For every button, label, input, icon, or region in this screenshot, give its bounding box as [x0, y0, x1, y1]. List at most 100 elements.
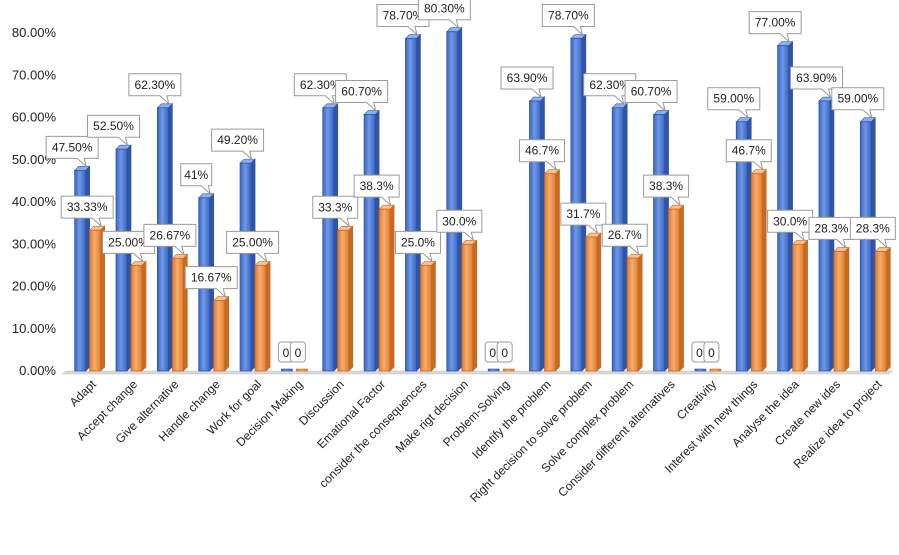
data-label-series2: 28.3%: [849, 216, 896, 249]
bar-series2: [461, 239, 478, 372]
data-label-series2: 33.33%: [60, 195, 114, 228]
bar-series2: [419, 260, 437, 372]
data-label-text: 16.67%: [191, 271, 232, 285]
bar-series2: [626, 253, 643, 372]
data-label-text: 25.00%: [232, 235, 273, 249]
data-label-text: 49.20%: [217, 133, 258, 147]
data-label-series1: 77.00%: [748, 11, 802, 44]
data-label-series1: 49.20%: [211, 128, 265, 161]
bar-series1: [776, 40, 794, 372]
data-label-text: 60.70%: [631, 85, 672, 99]
data-label-text: 0: [501, 346, 508, 360]
x-category-label: Make rigt decision: [393, 377, 471, 455]
bar-series1: [322, 103, 339, 372]
y-tick-label: 10.00%: [12, 321, 57, 336]
data-label-series2: 46.7%: [519, 139, 566, 172]
data-label-text: 26.67%: [150, 228, 191, 242]
bar-series2: [709, 368, 722, 372]
data-label-text: 78.70%: [383, 8, 424, 22]
data-label-series2: 38.3%: [353, 174, 400, 207]
data-label-series2: 25.0%: [394, 230, 441, 263]
bar-series2: [667, 204, 685, 372]
data-label-text: 63.90%: [796, 71, 837, 85]
data-label-series1: 62.30%: [293, 73, 347, 106]
data-label-text: 38.3%: [649, 179, 683, 193]
data-label-text: 0: [489, 346, 496, 360]
y-tick-label: 80.00%: [12, 25, 57, 40]
data-label-series2: 30.0%: [436, 209, 483, 242]
data-label-text: 59.00%: [713, 92, 754, 106]
bar-series2: [750, 168, 767, 372]
data-label-series2: 26.67%: [143, 223, 197, 256]
data-label-series2: 46.7%: [725, 139, 772, 172]
y-tick-label: 40.00%: [12, 194, 57, 209]
data-label-series2: 38.3%: [643, 174, 690, 207]
data-label-text: 46.7%: [525, 144, 559, 158]
data-label-text: 47.50%: [52, 140, 93, 154]
bar-series2: [213, 295, 230, 372]
data-label-series1: 47.50%: [45, 135, 99, 168]
bar-series2: [88, 225, 106, 372]
bar-series2: [585, 232, 602, 372]
data-label-text: 31.7%: [566, 207, 600, 221]
data-label-text: 62.30%: [589, 78, 630, 92]
data-label-text: 30.0%: [442, 214, 476, 228]
bar-series2: [378, 204, 395, 372]
data-label-series1: 80.30%: [417, 0, 471, 30]
x-category-label: Adapt: [67, 377, 100, 410]
data-label-series2: 30.0%: [767, 209, 814, 242]
bar-series1: [115, 144, 132, 372]
data-label-text: 52.50%: [93, 119, 134, 133]
data-label-series1: 59.00%: [707, 87, 761, 120]
data-label-series2: 31.7%: [560, 202, 607, 235]
data-label-text: 62.30%: [300, 78, 341, 92]
data-labels: 47.50% 33.33% 52.50% 25.00% 62.30% 26.67% 41% 1…: [45, 0, 896, 363]
bar-series1: [404, 33, 422, 372]
data-label-series2: 16.67%: [184, 266, 238, 299]
data-label-series1: 63.90%: [789, 66, 843, 99]
y-tick-label: 20.00%: [12, 279, 57, 294]
bar-series1: [363, 109, 380, 372]
data-label-text: 33.3%: [318, 200, 352, 214]
bar-series1: [487, 368, 500, 372]
bar-series2: [130, 260, 147, 372]
data-label-text: 80.30%: [424, 2, 465, 16]
data-label-series1: 52.50%: [87, 114, 141, 147]
bar-series1: [446, 27, 463, 372]
y-tick-label: 50.00%: [12, 152, 57, 167]
data-label-series1: 59.00%: [831, 87, 885, 120]
data-label-text: 0: [283, 346, 290, 360]
data-label-text: 0: [696, 346, 703, 360]
data-label-text: 62.30%: [135, 78, 176, 92]
data-label-series1: 41%: [180, 163, 213, 196]
bar-series2: [543, 168, 561, 372]
data-label-text: 25.00%: [108, 235, 149, 249]
data-label-text: 28.3%: [814, 221, 848, 235]
data-label-text: 0: [295, 346, 302, 360]
data-label-series1: 62.30%: [583, 73, 637, 106]
data-label-series1: 62.30%: [128, 73, 182, 106]
data-label-series1: 63.90%: [500, 66, 554, 99]
bar-series1: [652, 109, 670, 372]
data-label-text: 60.70%: [341, 85, 382, 99]
bar-series2: [502, 368, 515, 372]
data-label-series1: 60.70%: [624, 80, 678, 112]
y-tick-label: 30.00%: [12, 236, 57, 251]
y-tick-label: 0.00%: [19, 363, 56, 378]
data-label-series2: 26.7%: [601, 223, 648, 256]
data-label-text: 30.0%: [773, 214, 807, 228]
data-label-series1: 60.70%: [335, 80, 389, 112]
x-category-label: Identify the problem: [469, 377, 553, 461]
y-axis: 0.00% 10.00% 20.00% 30.00% 40.00% 50.00% 60.00…: [12, 25, 57, 378]
data-label-text: 25.0%: [401, 235, 435, 249]
bar-series2: [296, 368, 308, 372]
data-label-series1: 78.70%: [541, 3, 595, 36]
data-label-series2: 33.3%: [312, 195, 359, 228]
bar-series2: [254, 260, 271, 372]
bar-series1: [528, 96, 546, 372]
data-label-text: 33.33%: [67, 200, 108, 214]
